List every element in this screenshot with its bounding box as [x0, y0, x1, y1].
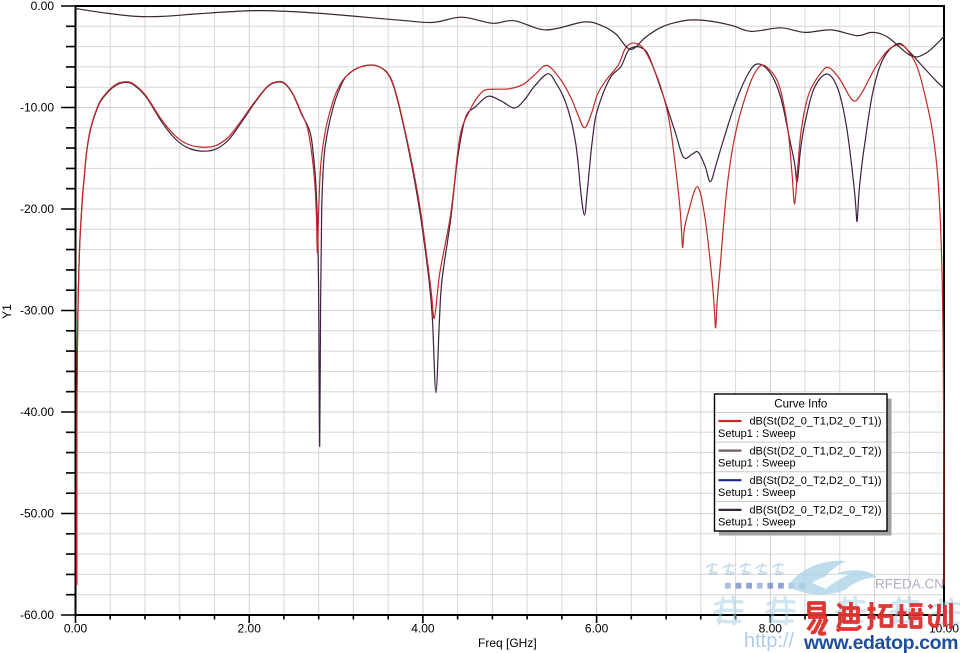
svg-text:RFEDA.CN: RFEDA.CN	[875, 577, 944, 592]
svg-text:-40.00: -40.00	[20, 405, 54, 419]
svg-text:8.00: 8.00	[759, 622, 783, 636]
svg-text:-30.00: -30.00	[20, 304, 54, 318]
svg-text:Setup1 : Sweep: Setup1 : Sweep	[718, 487, 796, 499]
svg-text:-50.00: -50.00	[20, 507, 54, 521]
svg-text:Setup1 : Sweep: Setup1 : Sweep	[718, 517, 796, 529]
svg-text:www.edatop.com: www.edatop.com	[803, 632, 958, 653]
svg-text:2.00: 2.00	[238, 622, 262, 636]
svg-text:dB(St(D2_0_T1,D2_0_T1)): dB(St(D2_0_T1,D2_0_T1))	[749, 416, 881, 428]
svg-text:4.00: 4.00	[411, 622, 435, 636]
svg-text:http://: http://	[744, 630, 794, 652]
svg-text:dB(St(D2_0_T2,D2_0_T1)): dB(St(D2_0_T2,D2_0_T1))	[749, 475, 881, 487]
svg-text:dB(St(D2_0_T2,D2_0_T2)): dB(St(D2_0_T2,D2_0_T2))	[749, 505, 881, 517]
svg-text:dB(St(D2_0_T1,D2_0_T2)): dB(St(D2_0_T1,D2_0_T2))	[749, 445, 881, 457]
svg-text:0.00: 0.00	[64, 622, 88, 636]
svg-text:-20.00: -20.00	[20, 202, 54, 216]
svg-text:Curve Info: Curve Info	[774, 399, 827, 411]
svg-text:Freq [GHz]: Freq [GHz]	[478, 636, 537, 650]
svg-text:0.00: 0.00	[31, 0, 55, 13]
svg-text:-10.00: -10.00	[20, 101, 54, 115]
svg-text:Setup1 : Sweep: Setup1 : Sweep	[718, 457, 796, 469]
svg-text:Y1: Y1	[0, 304, 14, 319]
svg-text:-60.00: -60.00	[20, 608, 54, 622]
svg-text:Setup1 : Sweep: Setup1 : Sweep	[718, 428, 796, 440]
svg-text:6.00: 6.00	[585, 622, 609, 636]
